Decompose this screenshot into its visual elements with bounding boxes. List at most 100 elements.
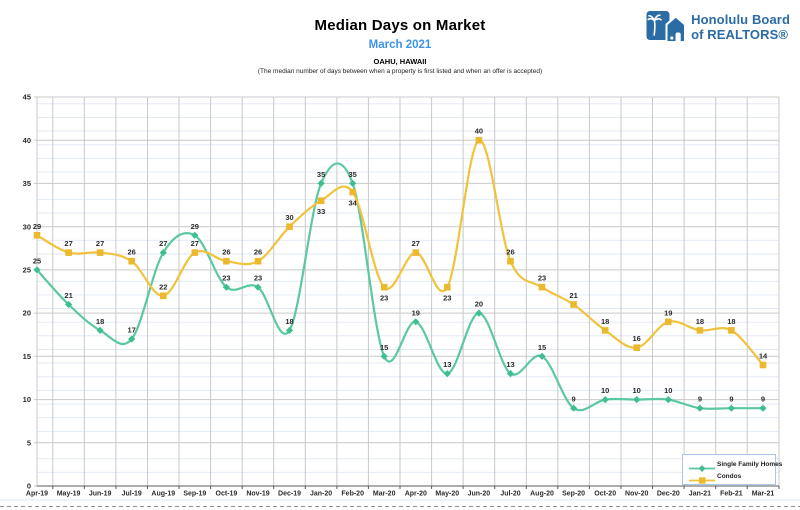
palm-house-icon <box>646 7 687 48</box>
svg-text:17: 17 <box>128 326 136 335</box>
svg-text:Oct-19: Oct-19 <box>216 491 238 498</box>
svg-text:10: 10 <box>601 386 609 395</box>
svg-text:May-19: May-19 <box>57 491 81 498</box>
svg-text:20: 20 <box>475 300 483 309</box>
legend-label: Condos <box>717 472 742 480</box>
svg-text:Aug-20: Aug-20 <box>530 491 554 498</box>
svg-text:35: 35 <box>317 170 325 179</box>
svg-text:18: 18 <box>696 317 704 326</box>
svg-text:9: 9 <box>761 395 765 404</box>
svg-text:18: 18 <box>601 317 609 326</box>
svg-text:25: 25 <box>33 256 41 265</box>
svg-text:15: 15 <box>23 352 31 361</box>
svg-text:19: 19 <box>412 308 420 317</box>
svg-text:26: 26 <box>254 248 262 257</box>
svg-text:35: 35 <box>349 170 357 179</box>
svg-text:26: 26 <box>128 248 136 257</box>
svg-text:13: 13 <box>506 360 514 369</box>
logo-line1: Honolulu Board <box>691 11 790 27</box>
legend-item-condos: Condos <box>689 470 775 484</box>
svg-text:21: 21 <box>64 291 72 300</box>
svg-text:5: 5 <box>27 438 31 447</box>
svg-text:30: 30 <box>285 213 293 222</box>
svg-text:22: 22 <box>159 282 167 291</box>
svg-text:23: 23 <box>222 274 230 283</box>
svg-text:35: 35 <box>23 179 31 188</box>
legend-label: Single Family Homes <box>717 460 783 468</box>
svg-text:14: 14 <box>759 352 768 361</box>
svg-text:23: 23 <box>380 294 388 303</box>
svg-text:Apr-19: Apr-19 <box>26 491 48 498</box>
report-location: OAHU, HAWAII <box>373 57 427 66</box>
svg-text:20: 20 <box>23 309 31 318</box>
report-month: March 2021 <box>368 39 432 51</box>
svg-text:18: 18 <box>727 317 735 326</box>
svg-text:Mar-21: Mar-21 <box>752 491 775 498</box>
svg-text:26: 26 <box>506 248 514 257</box>
legend-sample-line-icon <box>689 472 715 484</box>
svg-text:18: 18 <box>285 317 293 326</box>
svg-text:Jan-20: Jan-20 <box>310 491 332 498</box>
svg-text:0: 0 <box>27 482 31 491</box>
svg-text:27: 27 <box>412 239 420 248</box>
svg-text:23: 23 <box>254 274 262 283</box>
svg-text:10: 10 <box>664 386 672 395</box>
chart-legend: Single Family Homes Condos <box>682 454 782 485</box>
svg-text:15: 15 <box>538 343 546 352</box>
svg-text:21: 21 <box>569 291 577 300</box>
svg-text:Sep-19: Sep-19 <box>183 491 206 498</box>
svg-text:Nov-20: Nov-20 <box>625 491 648 498</box>
svg-text:25: 25 <box>23 266 31 275</box>
svg-text:Jul-19: Jul-19 <box>122 491 142 498</box>
svg-text:15: 15 <box>380 343 388 352</box>
svg-text:May-20: May-20 <box>435 491 459 498</box>
logo: Honolulu Board of REALTORS® <box>646 7 790 48</box>
svg-text:23: 23 <box>538 274 546 283</box>
svg-text:Nov-19: Nov-19 <box>246 491 269 498</box>
svg-text:Dec-19: Dec-19 <box>278 491 301 498</box>
svg-text:Jun-19: Jun-19 <box>89 491 112 498</box>
logo-line2: of REALTORS® <box>691 26 789 42</box>
svg-text:Jan-21: Jan-21 <box>689 491 711 498</box>
svg-text:23: 23 <box>443 294 451 303</box>
svg-text:40: 40 <box>23 136 31 145</box>
svg-text:40: 40 <box>475 127 483 136</box>
svg-text:27: 27 <box>64 239 72 248</box>
svg-text:29: 29 <box>33 222 41 231</box>
svg-text:9: 9 <box>729 395 733 404</box>
svg-text:9: 9 <box>698 395 702 404</box>
svg-text:Jun-20: Jun-20 <box>468 491 491 498</box>
logo-text: Honolulu Board of REALTORS® <box>691 11 790 42</box>
svg-text:27: 27 <box>159 239 167 248</box>
svg-text:18: 18 <box>96 317 104 326</box>
svg-text:34: 34 <box>349 199 358 208</box>
svg-text:Mar-20: Mar-20 <box>373 491 396 498</box>
svg-text:9: 9 <box>572 395 576 404</box>
svg-text:Sep-20: Sep-20 <box>562 491 585 498</box>
svg-text:29: 29 <box>191 222 199 231</box>
svg-text:45: 45 <box>23 93 31 102</box>
svg-text:30: 30 <box>23 222 31 231</box>
svg-text:Apr-20: Apr-20 <box>405 491 427 498</box>
svg-text:13: 13 <box>443 360 451 369</box>
legend-sample-line-icon <box>689 460 715 472</box>
svg-text:27: 27 <box>96 239 104 248</box>
legend-item-single-family-homes: Single Family Homes <box>689 458 782 472</box>
page-title: Median Days on Market <box>314 17 486 34</box>
svg-text:10: 10 <box>23 395 31 404</box>
svg-text:26: 26 <box>222 248 230 257</box>
svg-text:Feb-20: Feb-20 <box>341 491 364 498</box>
svg-text:33: 33 <box>317 207 325 216</box>
svg-text:Jul-20: Jul-20 <box>500 491 520 498</box>
svg-text:19: 19 <box>664 308 672 317</box>
svg-text:Dec-20: Dec-20 <box>657 491 680 498</box>
svg-text:16: 16 <box>633 334 641 343</box>
svg-text:27: 27 <box>191 239 199 248</box>
svg-text:Feb-21: Feb-21 <box>720 491 743 498</box>
svg-text:Aug-19: Aug-19 <box>151 491 175 498</box>
report-description: (The median number of days between when … <box>257 68 543 75</box>
svg-text:10: 10 <box>633 386 641 395</box>
svg-text:Oct-20: Oct-20 <box>594 491 616 498</box>
